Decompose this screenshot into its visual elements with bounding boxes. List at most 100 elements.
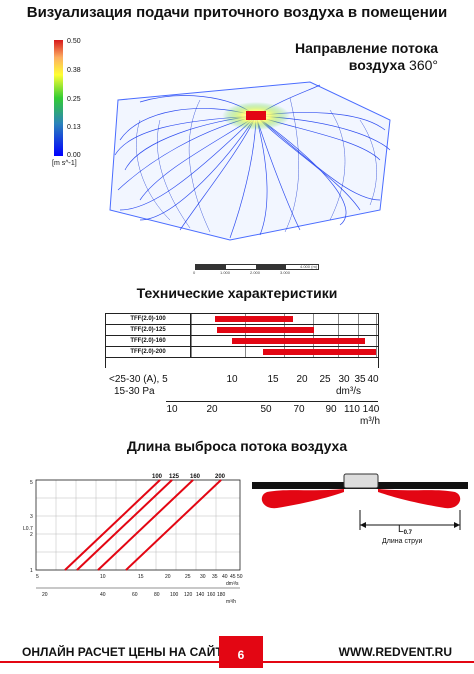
flow-direction-line2: воздуха 360°: [288, 57, 438, 74]
colorbar-tick: 0.13: [67, 124, 81, 131]
scale-bar: [195, 264, 319, 270]
noise-line1: <25-30 (А), 5: [109, 374, 168, 385]
dm-tick: 30: [338, 374, 350, 385]
tech-gridline: [337, 314, 339, 358]
m3-tick: 50: [260, 404, 272, 415]
model-label: TFF(2.0)-160: [106, 336, 191, 346]
m3-axis-line: [166, 401, 378, 402]
scale-tick: 2.000: [250, 270, 261, 275]
model-label: TFF(2.0)-200: [106, 347, 191, 357]
throw-x2-unit: m³/h: [226, 599, 236, 605]
flow-direction-line1: Направление потока: [294, 40, 438, 56]
tech-title: Технические характеристики: [136, 285, 338, 301]
dm-unit: dm³/s: [336, 386, 361, 397]
throw-x-tick: 25: [185, 574, 191, 580]
colorbar-tick: 0.25: [67, 96, 81, 103]
throw-line-200: [125, 479, 222, 571]
throw-x2-tick: 60: [132, 592, 138, 598]
throw-x-tick: 40: [222, 574, 228, 580]
jet-right: [378, 489, 461, 509]
flow-direction-degrees: 360°: [409, 57, 438, 73]
m3-tick: 110: [344, 404, 360, 415]
tech-gridline: [283, 314, 285, 358]
diffuser-icon: [343, 473, 379, 489]
throw-x2-tick: 180: [217, 592, 226, 598]
tech-bar: [215, 316, 294, 322]
throw-x2-tick: 20: [42, 592, 48, 598]
colorbar-unit: [m s^-1]: [52, 160, 77, 167]
throw-line-125: [76, 479, 173, 571]
throw-x-tick: 5: [36, 574, 39, 580]
colorbar-tick: 0.50: [67, 38, 81, 45]
throw-title: Длина выброса потока воздуха: [126, 438, 348, 454]
tech-bar: [262, 349, 376, 355]
throw-x2-tick: 120: [184, 592, 193, 598]
throw-x-tick: 45: [230, 574, 236, 580]
page-number: 6: [219, 636, 263, 668]
page-title: Визуализация подачи приточного воздуха в…: [26, 4, 448, 21]
flow-direction-label: Направление потока воздуха 360°: [288, 40, 438, 74]
scale-tick: 0: [193, 270, 196, 275]
m3-tick: 90: [325, 404, 337, 415]
footer-calc-link[interactable]: ОНЛАЙН РАСЧЕТ ЦЕНЫ НА САЙТЕ: [22, 645, 231, 659]
tech-gridline: [358, 314, 360, 358]
airflow-visualization: [109, 81, 391, 241]
throw-x-tick: 30: [200, 574, 206, 580]
throw-y-tick: 5: [30, 480, 33, 486]
tech-chart: TFF(2.0)-100 TFF(2.0)-125 TFF(2.0)-160 T…: [105, 313, 379, 368]
throw-line-160: [97, 479, 194, 571]
tech-row: TFF(2.0)-100: [106, 314, 378, 325]
throw-line-label: 200: [215, 474, 226, 480]
tech-gridline: [245, 314, 247, 358]
flow-direction-line2-text: воздуха: [348, 57, 410, 73]
throw-x-tick: 50: [237, 574, 243, 580]
throw-line-label: 160: [190, 474, 201, 480]
scale-tick: 4.000 (m): [300, 264, 318, 269]
tech-bar: [231, 338, 366, 344]
throw-x2-tick: 80: [154, 592, 160, 598]
scale-tick: 1.000: [220, 270, 231, 275]
tech-gridline: [191, 314, 192, 358]
throw-y-label: L0.7: [23, 526, 33, 532]
m3-tick: 70: [293, 404, 305, 415]
throw-y-tick: 1: [30, 568, 33, 574]
dm-tick: 25: [319, 374, 331, 385]
svg-text:L0.7: L0.7: [398, 524, 413, 536]
throw-x2-tick: 140: [196, 592, 205, 598]
m3-unit: m³/h: [360, 416, 380, 427]
jet-diagram: L0.7 Длина струи: [252, 473, 468, 545]
dm-tick: 20: [296, 374, 308, 385]
scale-tick: 3.000: [280, 270, 291, 275]
footer-website-link[interactable]: WWW.REDVENT.RU: [338, 645, 452, 659]
throw-x-tick: 20: [165, 574, 171, 580]
m3-tick: 20: [206, 404, 218, 415]
tech-row: TFF(2.0)-200: [106, 347, 378, 358]
throw-chart: 100 125 160 200 1 2 3 5 L0.7 5 10 15 20 …: [23, 474, 243, 605]
throw-x2-tick: 160: [207, 592, 216, 598]
throw-x-tick: 35: [212, 574, 218, 580]
colorbar-tick: 0.00: [67, 152, 81, 159]
throw-line-100: [64, 479, 161, 571]
tech-bar: [217, 327, 314, 333]
model-label: TFF(2.0)-100: [106, 314, 191, 324]
dm-tick: 35: [354, 374, 366, 385]
velocity-colorbar: [54, 40, 63, 156]
throw-x-tick: 15: [138, 574, 144, 580]
dm-tick: 15: [267, 374, 279, 385]
m3-tick: 140: [362, 404, 380, 415]
throw-x-tick: 10: [100, 574, 106, 580]
throw-y-tick: 2: [30, 532, 33, 538]
throw-line-label: 125: [169, 474, 180, 480]
model-label: TFF(2.0)-125: [106, 325, 191, 335]
throw-y-tick: 3: [30, 514, 33, 520]
throw-x-unit: dm³/s: [226, 581, 239, 587]
tech-gridline: [376, 314, 377, 358]
jet-L: L: [398, 524, 404, 535]
throw-x2-tick: 40: [100, 592, 106, 598]
colorbar-tick: 0.38: [67, 67, 81, 74]
noise-line2: 15-30 Pa: [114, 386, 155, 397]
jet-left: [261, 489, 344, 509]
diffuser-hotspot: [246, 111, 266, 120]
tech-row: TFF(2.0)-160: [106, 336, 378, 347]
jet-caption: Длина струи: [382, 538, 422, 545]
